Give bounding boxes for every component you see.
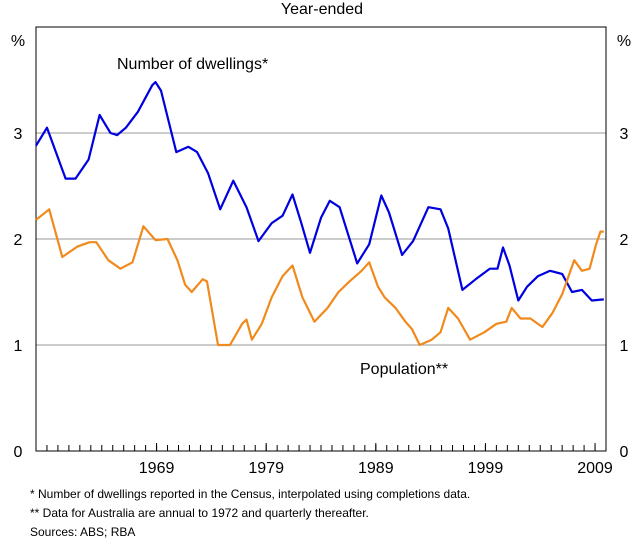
y-unit-left: % xyxy=(11,33,25,50)
y-tick-label-right: 2 xyxy=(620,232,629,249)
y-tick-label-right: 3 xyxy=(620,126,629,143)
series-line xyxy=(35,81,604,302)
y-unit-right: % xyxy=(617,33,631,50)
x-tick-label: 1999 xyxy=(468,460,504,477)
x-tick-label: 2009 xyxy=(577,460,613,477)
footnote: Sources: ABS; RBA xyxy=(30,525,135,539)
series-line xyxy=(35,208,604,347)
y-tick-label-right: 0 xyxy=(620,444,629,461)
y-tick-label: 0 xyxy=(14,444,23,461)
series-label: Number of dwellings* xyxy=(117,56,268,73)
footnote: ** Data for Australia are annual to 1972… xyxy=(30,506,369,520)
y-tick-label: 1 xyxy=(14,338,23,355)
y-tick-label: 3 xyxy=(14,126,23,143)
plot-frame xyxy=(35,26,607,452)
footnote: * Number of dwellings reported in the Ce… xyxy=(30,487,470,501)
x-tick-label: 1969 xyxy=(139,460,175,477)
x-tick-label: 1989 xyxy=(358,460,394,477)
chart-subtitle: Year-ended xyxy=(281,1,363,18)
y-tick-label-right: 1 xyxy=(620,338,629,355)
x-tick-label: 1979 xyxy=(248,460,284,477)
series-label: Population** xyxy=(360,361,448,378)
y-tick-label: 2 xyxy=(14,232,23,249)
